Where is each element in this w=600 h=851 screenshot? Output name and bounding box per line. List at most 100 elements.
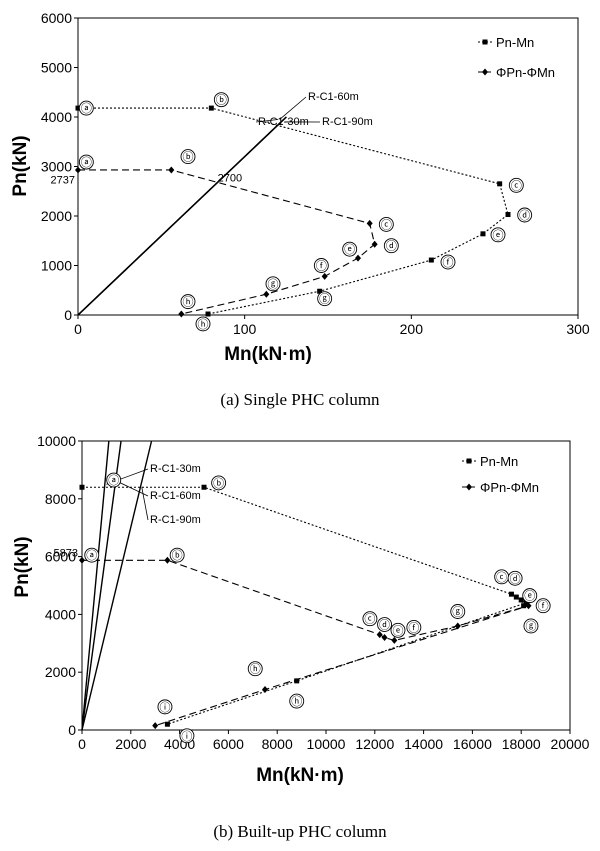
x-tick-label: 0 xyxy=(78,736,86,752)
point-label: ⓖ xyxy=(452,606,463,619)
y-tick-label: 0 xyxy=(64,307,72,323)
point-label-circle xyxy=(383,238,399,254)
x-tick-label: 6000 xyxy=(213,736,244,752)
x-tick-label: 20000 xyxy=(551,736,590,752)
point-label-circle xyxy=(180,294,196,310)
point-label: ⓕ xyxy=(316,260,327,273)
point-label: ⓕ xyxy=(538,600,549,613)
data-point xyxy=(497,181,503,187)
plot-frame xyxy=(77,17,579,316)
point-label: ⓒ xyxy=(364,613,375,626)
y-tick-label: 4000 xyxy=(45,606,76,622)
demand-leader-line xyxy=(141,487,149,521)
demand-line-label: R-C1-60m xyxy=(308,91,359,103)
point-label-circle xyxy=(508,177,524,193)
x-tick-label: 18000 xyxy=(502,736,541,752)
point-label: ⓓ xyxy=(510,572,521,585)
point-label-circle xyxy=(180,149,196,165)
demand-line-label: R-C1-90m xyxy=(322,116,373,128)
point-label: ⓗ xyxy=(183,296,194,309)
data-point xyxy=(518,597,524,603)
data-point xyxy=(508,591,514,597)
legend-label: ΦPn-ΦMn xyxy=(480,480,539,495)
data-point xyxy=(164,556,171,564)
point-label-circle xyxy=(507,570,523,586)
data-point xyxy=(523,600,529,606)
point-label-circle xyxy=(106,472,122,488)
point-label: ⓖ xyxy=(319,293,330,306)
point-label: ⓖ xyxy=(268,278,279,291)
point-label-circle xyxy=(317,291,333,307)
data-point xyxy=(480,231,486,237)
data-point xyxy=(164,721,170,727)
point-label: ⓐ xyxy=(81,102,92,115)
data-point xyxy=(454,622,461,630)
data-point xyxy=(366,219,373,227)
y-tick-label: 4000 xyxy=(41,109,72,125)
point-label-circle xyxy=(535,598,551,614)
point-label: ⓒ xyxy=(381,218,392,231)
point-label: ⓘ xyxy=(181,730,192,743)
data-point xyxy=(79,556,85,564)
point-label-circle xyxy=(211,475,227,491)
data-point xyxy=(505,212,511,218)
data-point xyxy=(75,105,81,111)
y-axis-label: Pn(kN) xyxy=(10,135,31,196)
demand-leader-line xyxy=(279,96,307,120)
point-label: ⓔ xyxy=(493,229,504,242)
value-annotation: 2700 xyxy=(218,172,242,184)
chart-caption: (a) Single PHC column xyxy=(220,390,380,409)
point-label-circle xyxy=(265,276,281,292)
point-label-circle xyxy=(289,693,305,709)
y-tick-label: 6000 xyxy=(45,549,76,565)
y-tick-label: 1000 xyxy=(41,258,72,274)
demand-line-label: R-C1-60m xyxy=(150,490,201,502)
point-label-circle xyxy=(213,92,229,108)
y-tick-label: 2000 xyxy=(41,208,72,224)
legend-label: ΦPn-ΦMn xyxy=(496,65,555,80)
value-annotation: 5873 xyxy=(54,547,78,559)
point-label: ⓑ xyxy=(216,94,227,107)
point-label: ⓗ xyxy=(291,695,302,708)
y-tick-label: 0 xyxy=(68,722,76,738)
point-label-circle xyxy=(169,547,185,563)
chart-caption: (b) Built-up PHC column xyxy=(213,822,387,841)
data-point xyxy=(75,166,81,174)
data-point xyxy=(168,166,175,174)
data-point xyxy=(321,272,328,280)
y-axis-label: Pn(kN) xyxy=(12,536,33,597)
y-tick-label: 10000 xyxy=(37,433,76,449)
point-label: ⓓ xyxy=(386,240,397,253)
data-point xyxy=(79,484,85,490)
legend-label: Pn-Mn xyxy=(480,454,518,469)
demand-line-label: R-C1-30m xyxy=(150,463,201,475)
data-point xyxy=(152,722,159,730)
legend-marker xyxy=(482,39,488,45)
point-label-circle xyxy=(342,241,358,257)
legend-marker xyxy=(466,483,472,491)
data-point xyxy=(263,290,270,298)
legend-marker xyxy=(482,68,488,76)
x-axis-label: Mn(kN·m) xyxy=(256,765,344,786)
point-label-circle xyxy=(313,258,329,273)
point-label-circle xyxy=(362,611,378,627)
demand-leader-line xyxy=(255,119,279,123)
point-label: ⓑ xyxy=(183,151,194,164)
point-label-circle xyxy=(490,227,506,243)
point-label-circle xyxy=(195,316,211,332)
data-point xyxy=(178,310,185,318)
legend-label: Pn-Mn xyxy=(496,35,534,50)
demand-line xyxy=(81,440,153,731)
point-label-circle xyxy=(517,207,533,223)
point-label-circle xyxy=(78,154,94,170)
point-label: ⓒ xyxy=(496,571,507,584)
demand-line xyxy=(81,440,110,731)
point-label-circle xyxy=(377,617,393,632)
data-point xyxy=(376,631,383,639)
data-point xyxy=(513,594,519,600)
point-label: ⓐ xyxy=(108,474,119,487)
point-label: ⓐ xyxy=(81,156,92,169)
point-label: ⓕ xyxy=(443,256,454,269)
data-point xyxy=(294,678,300,684)
point-label: ⓘ xyxy=(159,701,170,714)
